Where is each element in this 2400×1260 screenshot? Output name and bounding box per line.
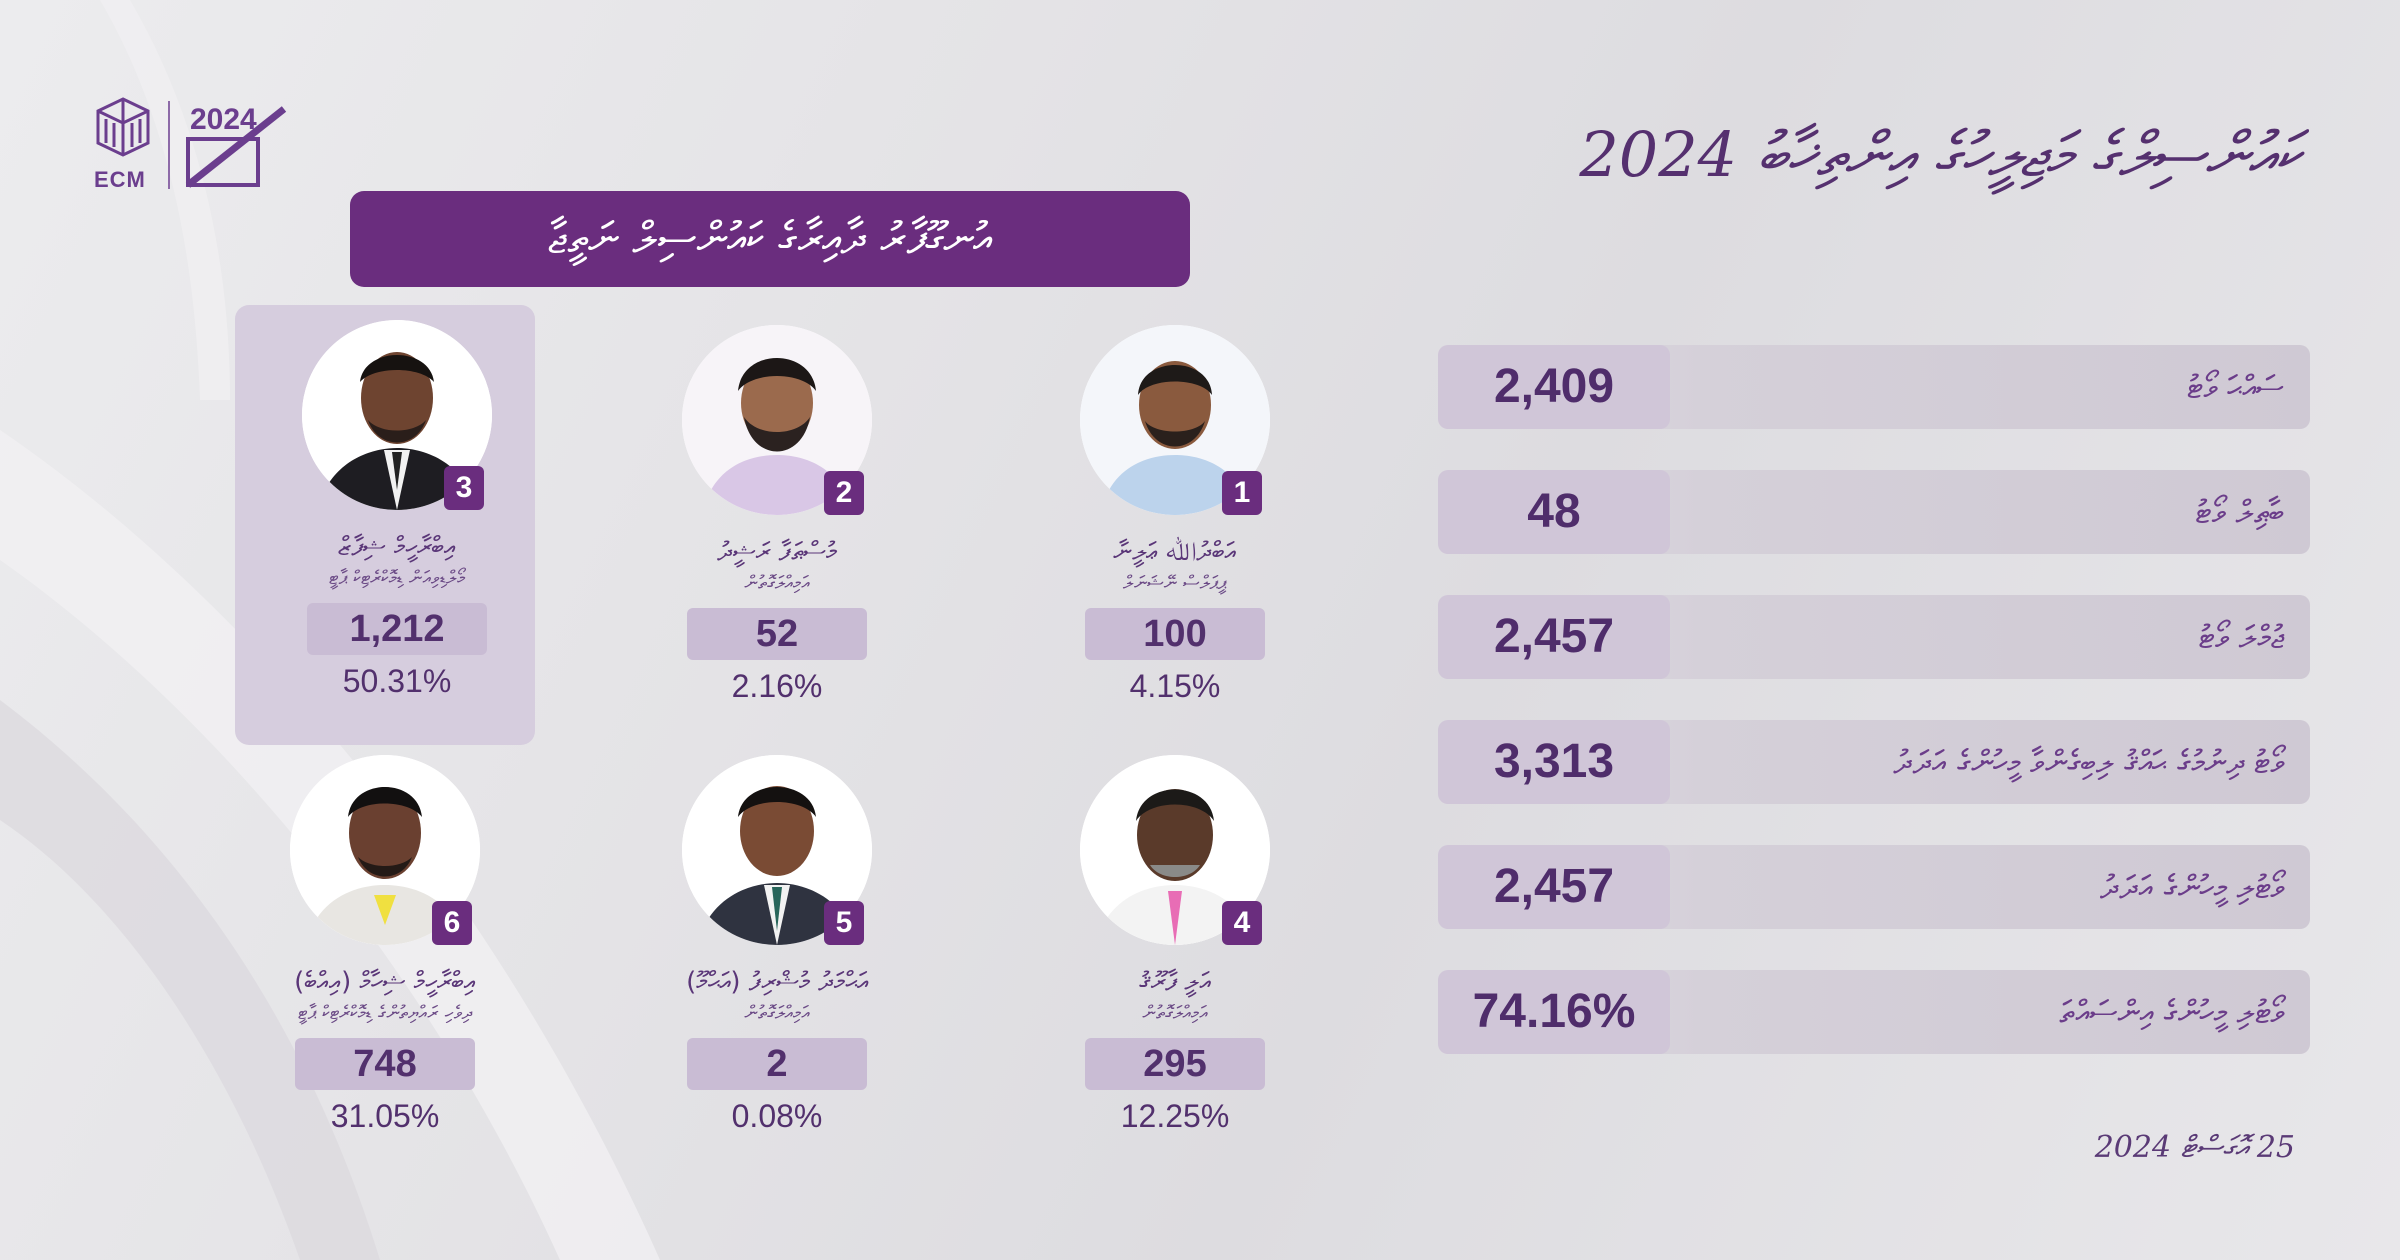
candidate-percent: 31.05% — [330, 1098, 440, 1134]
candidate-party: ދިވެހި ރައްޔިތުންގެ ޑިމޮކްރެޓިކް ޕާޓީ — [297, 1002, 473, 1024]
candidate-photo: 3 — [302, 320, 492, 510]
candidate-name: އިބްރާހީމް ޝިހާމް (އިއްބެ) — [294, 967, 476, 997]
election-mark-icon: 2024 — [185, 103, 287, 188]
page-title: ކައުންސިލްގެ މަޖިލީހުގެ އިންތިޚާބު 2024 — [1579, 118, 2300, 191]
candidate-votes: 2 — [687, 1038, 867, 1090]
stat-label: ސައްޙަ ވޯޓު — [2187, 368, 2284, 406]
candidate-votes: 295 — [1085, 1038, 1265, 1090]
candidate-number-badge: 6 — [432, 901, 472, 945]
stat-label: ޖުމްލަ ވޯޓު — [2198, 618, 2284, 656]
candidate-party: އަމިއްލަގޮތުން — [744, 572, 810, 594]
candidate-name: އިބްރާހީމް ޝިފާޒް — [337, 532, 457, 562]
candidate-number-badge: 5 — [824, 901, 864, 945]
stat-valid-votes: 2,409 ސައްޙަ ވޯޓު — [1438, 345, 2310, 429]
stat-eligible-voters: 3,313 ވޯޓު ދިނުމުގެ ޙައްޤު ލިބިގެންވާ މީ… — [1438, 720, 2310, 804]
candidate-photo: 4 — [1080, 755, 1270, 945]
ecm-logo: ECM 2024 — [92, 95, 302, 195]
candidate-number-badge: 4 — [1222, 901, 1262, 945]
stat-value: 3,313 — [1438, 720, 1670, 804]
candidate-percent: 0.08% — [731, 1098, 823, 1134]
stat-value: 48 — [1438, 470, 1670, 554]
candidate-name: އަޙްމަދު މުޝްރިފު (އަޙްމޫ) — [686, 967, 868, 997]
candidate-percent: 4.15% — [1129, 668, 1221, 704]
candidate-percent: 2.16% — [731, 668, 823, 704]
candidate-photo: 5 — [682, 755, 872, 945]
ecm-emblem: ECM — [92, 95, 154, 195]
stat-invalid-votes: 48 ބާޠިލް ވޯޓު — [1438, 470, 2310, 554]
candidate-name: އަލީ ފާރޫޤު — [1139, 967, 1211, 997]
candidate-votes: 100 — [1085, 608, 1265, 660]
candidate-name: މުސްޠަފާ ރަޝީދު — [717, 537, 837, 567]
candidate-number-badge: 1 — [1222, 471, 1262, 515]
candidate-party: ޕީޕަލްސް ނޭޝަނަލް — [1122, 572, 1228, 594]
candidate-votes: 52 — [687, 608, 867, 660]
candidate-party: މޯލްޑިވިއަން ޑިމޮކްރެޓިކް ޕާޓީ — [329, 567, 465, 589]
stat-label: ވޯޓުލި މީހުންގެ އަދަދު — [2099, 868, 2284, 906]
candidate-card: 1 އަބްދުﷲ ޢަލީނާ ޕީޕަލްސް ނޭޝަނަލް 100 4… — [1025, 325, 1325, 705]
candidate-party: އަމިއްލަގޮތުން — [1142, 1002, 1208, 1024]
stat-turnout: 74.16% ވޯޓުލި މީހުންގެ އިންސައްތަ — [1438, 970, 2310, 1054]
stat-label: ވޯޓު ދިނުމުގެ ޙައްޤު ލިބިގެންވާ މީހުންގެ… — [1893, 743, 2284, 781]
election-mark-text: 2024 — [190, 103, 257, 136]
candidate-votes: 748 — [295, 1038, 475, 1090]
candidate-card-winner: 3 އިބްރާހީމް ޝިފާޒް މޯލްޑިވިއަން ޑިމޮކްރ… — [235, 305, 547, 745]
stat-value: 74.16% — [1438, 970, 1670, 1054]
stat-value: 2,409 — [1438, 345, 1670, 429]
stat-label: ވޯޓުލި މީހުންގެ އިންސައްތަ — [2059, 993, 2284, 1031]
candidate-percent: 50.31% — [342, 663, 452, 699]
candidate-name: އަބްދުﷲ ޢަލީނާ — [1113, 537, 1237, 567]
stat-total-votes: 2,457 ޖުމްލަ ވޯޓު — [1438, 595, 2310, 679]
stat-value: 2,457 — [1438, 595, 1670, 679]
candidate-number-badge: 2 — [824, 471, 864, 515]
stat-value: 2,457 — [1438, 845, 1670, 929]
candidate-photo: 1 — [1080, 325, 1270, 515]
candidate-card: 2 މުސްޠަފާ ރަޝީދު އަމިއްލަގޮތުން 52 2.16… — [627, 325, 927, 705]
candidate-card: 5 އަޙްމަދު މުޝްރިފު (އަޙްމޫ) އަމިއްލަގޮތ… — [627, 755, 927, 1135]
candidate-number-badge: 3 — [444, 466, 484, 510]
election-date: 25 އޮގަސްޓް 2024 — [2094, 1130, 2295, 1165]
candidate-photo: 2 — [682, 325, 872, 515]
stat-voters-count: 2,457 ވޯޓުލި މީހުންގެ އަދަދު — [1438, 845, 2310, 929]
ecm-emblem-icon — [96, 97, 150, 157]
candidate-card: 6 އިބްރާހީމް ޝިހާމް (އިއްބެ) ދިވެހި ރައް… — [235, 755, 535, 1135]
candidate-votes: 1,212 — [307, 603, 487, 655]
stat-label: ބާޠިލް ވޯޓު — [2195, 493, 2284, 531]
ecm-text: ECM — [94, 167, 146, 192]
candidate-percent: 12.25% — [1120, 1098, 1230, 1134]
logo-divider — [168, 101, 170, 189]
candidate-party: އަމިއްލަގޮތުން — [744, 1002, 810, 1024]
constituency-banner: އުނގޫފާރު ދާއިރާގެ ކައުންސިލް ނަތީޖާ — [350, 191, 1190, 287]
candidate-card: 4 އަލީ ފާރޫޤު އަމިއްލަގޮތުން 295 12.25% — [1025, 755, 1325, 1135]
candidate-photo: 6 — [290, 755, 480, 945]
